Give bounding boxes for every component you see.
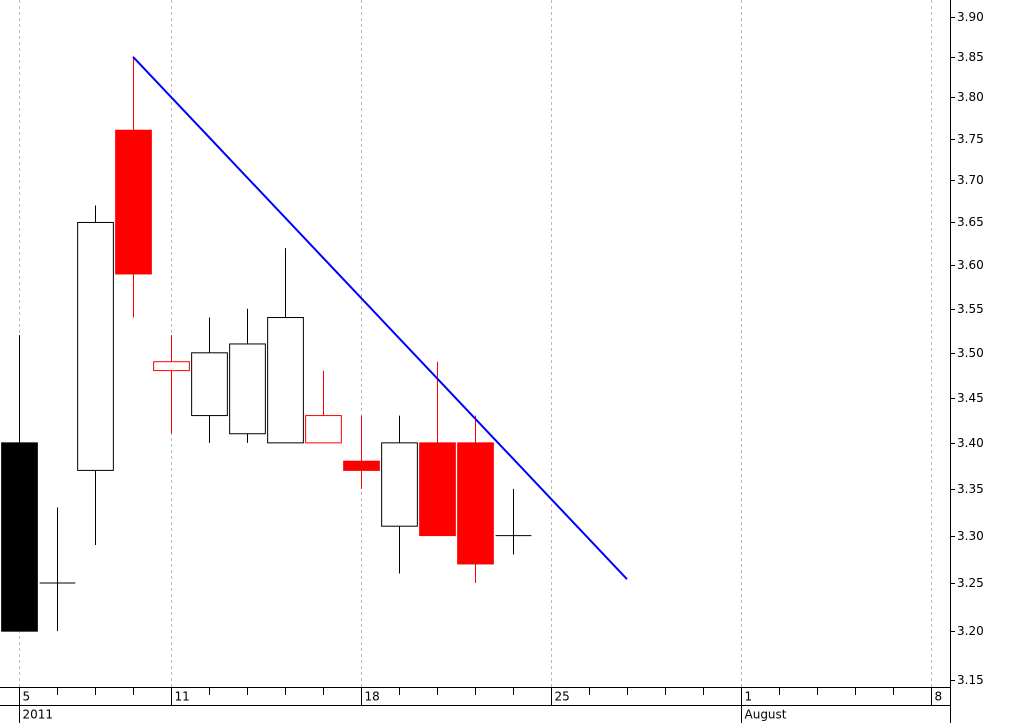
- y-tick-label: 3.30: [957, 529, 984, 543]
- candle-body: [267, 317, 304, 444]
- y-tick-label: 3.15: [957, 673, 984, 687]
- x-tick-label: 11: [175, 690, 190, 704]
- y-tick-label: 3.90: [957, 10, 984, 24]
- x-tick-label: 5: [23, 690, 31, 704]
- y-tick-label: 3.55: [957, 302, 984, 316]
- y-tick-label: 3.85: [957, 50, 984, 64]
- y-tick-label: 3.20: [957, 624, 984, 638]
- candle-body: [343, 460, 380, 471]
- y-tick-label: 3.45: [957, 391, 984, 405]
- candle-body: [1, 442, 38, 632]
- y-tick-label: 3.65: [957, 215, 984, 229]
- candle-body: [419, 442, 456, 537]
- candle-body: [153, 361, 190, 372]
- y-tick-label: 3.60: [957, 258, 984, 272]
- y-tick-label: 3.40: [957, 436, 984, 450]
- trendline: [132, 56, 628, 580]
- candle-body: [381, 442, 418, 527]
- x-tick-label: 18: [365, 690, 380, 704]
- candle-body: [191, 352, 228, 417]
- candle-body: [457, 442, 494, 565]
- x-tick-label: 25: [555, 690, 570, 704]
- candle-body: [305, 415, 342, 444]
- y-tick-label: 3.25: [957, 576, 984, 590]
- y-tick-label: 3.50: [957, 346, 984, 360]
- y-tick-label: 3.35: [957, 482, 984, 496]
- y-tick-label: 3.80: [957, 90, 984, 104]
- period-label: 2011: [23, 708, 54, 722]
- x-tick-label: 8: [935, 690, 943, 704]
- y-tick-label: 3.75: [957, 132, 984, 146]
- candle-body: [77, 221, 114, 471]
- period-label: August: [745, 708, 787, 722]
- candle-body: [115, 129, 152, 275]
- x-tick-label: 1: [745, 690, 753, 704]
- candle-body: [229, 343, 266, 435]
- y-tick-label: 3.70: [957, 173, 984, 187]
